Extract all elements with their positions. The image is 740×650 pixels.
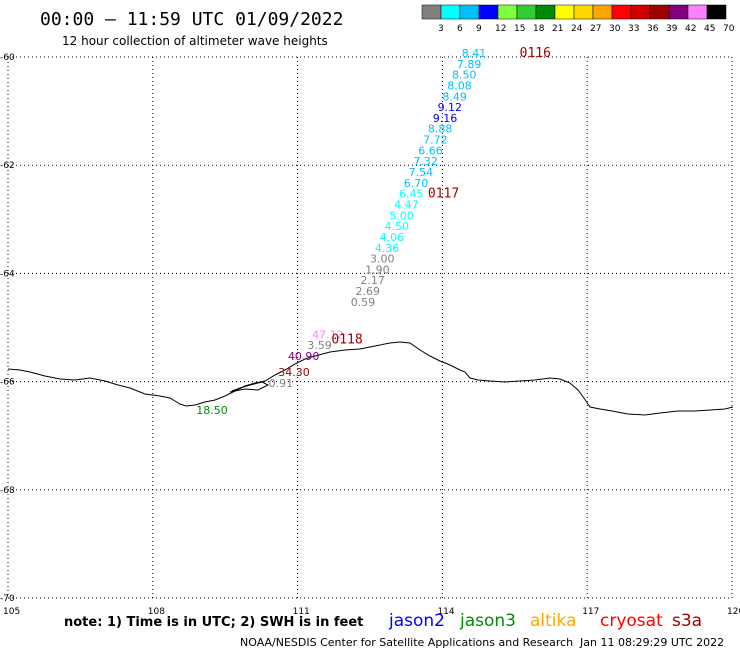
x-tick-label: 120 — [727, 607, 740, 617]
pass-time-labels: 0116 0117 0118 — [331, 46, 551, 348]
scale-label: 12 — [495, 24, 506, 34]
scale-swatch — [497, 4, 518, 20]
credit-left: NOAA/NESDIS Center for Satellite Applica… — [240, 636, 573, 649]
scale-swatch — [535, 4, 556, 20]
scale-swatch — [478, 4, 499, 20]
wave-height-label: 9.16 — [433, 112, 458, 125]
x-tick-label: 108 — [148, 607, 165, 617]
wave-height-label: 0.59 — [351, 296, 376, 309]
scale-swatch — [611, 4, 632, 20]
scale-label: 15 — [514, 24, 525, 34]
scale-swatch — [706, 4, 727, 20]
scale-label: 30 — [609, 24, 621, 34]
satellite-s3a: s3a — [672, 611, 702, 631]
wave-height-label: 18.50 — [196, 404, 228, 417]
scale-swatch — [554, 4, 575, 20]
scale-label: 33 — [628, 24, 639, 34]
wave-height-label: 40.90 — [288, 350, 320, 363]
wave-height-label: 3.59 — [307, 339, 332, 352]
wave-height-label: 2.17 — [360, 274, 385, 287]
wave-height-label: 7.89 — [457, 58, 482, 71]
scale-swatch — [516, 4, 537, 20]
wave-height-label: 34.30 — [278, 366, 310, 379]
scale-label: 70 — [723, 24, 735, 34]
scale-label: 18 — [533, 24, 545, 34]
chart-subtitle: 12 hour collection of altimeter wave hei… — [62, 34, 328, 48]
wave-height-label: 8.49 — [442, 90, 467, 103]
chart-title: 00:00 – 11:59 UTC 01/09/2022 — [40, 9, 343, 30]
scale-swatch — [592, 4, 613, 20]
satellite-jason3: jason3 — [459, 611, 516, 631]
scale-swatch — [630, 4, 651, 20]
wave-height-label: 6.66 — [418, 144, 443, 157]
wave-height-label: 7.72 — [423, 134, 448, 147]
scale-label: 24 — [571, 24, 583, 34]
scale-swatch — [459, 4, 480, 20]
satellite-jason2: jason2 — [388, 611, 445, 631]
wave-height-label: 8.50 — [452, 69, 477, 82]
y-tick-label: -60 — [0, 53, 15, 63]
map-grid: 105 108 111 114 117 120 -60 -62 -64 -66 -68 -70 — [0, 53, 740, 617]
scale-label: 39 — [666, 24, 678, 34]
wave-height-label: 47.12 — [312, 328, 344, 341]
scale-label: 9 — [476, 24, 482, 34]
footer-note: note: 1) Time is in UTC; 2) SWH is in fe… — [64, 615, 363, 630]
scale-label: 36 — [647, 24, 659, 34]
pass-time-label: 0118 — [331, 333, 362, 348]
coastline-inlet — [229, 381, 270, 393]
scale-label: 6 — [457, 24, 463, 34]
plot-frame — [7, 56, 733, 599]
wave-height-label: 9.12 — [438, 101, 463, 114]
wave-height-points: 8.417.898.508.088.499.129.168.887.726.66… — [196, 47, 486, 417]
scale-label: 3 — [438, 24, 444, 34]
satellite-cryosat: cryosat — [600, 611, 663, 631]
scale-swatch — [668, 4, 689, 20]
wave-height-label: 8.41 — [462, 47, 487, 60]
x-tick-label: 111 — [293, 607, 310, 617]
credit-right: Jan 11 08:29:29 UTC 2022 — [579, 636, 724, 649]
x-tick-label: 114 — [437, 607, 454, 617]
scale-swatch — [573, 4, 594, 20]
wave-height-label: 0.91 — [269, 377, 294, 390]
scale-label: 42 — [685, 24, 696, 34]
scale-label: 21 — [552, 24, 563, 34]
wave-height-label: 4.36 — [375, 242, 400, 255]
scale-label: 27 — [590, 24, 601, 34]
x-tick-label: 117 — [582, 607, 599, 617]
pass-time-label: 0116 — [520, 46, 551, 61]
scale-label: 45 — [704, 24, 715, 34]
y-tick-label: -70 — [0, 594, 15, 604]
satellite-altika: altika — [530, 611, 577, 631]
x-tick-label: 105 — [3, 607, 20, 617]
y-tick-label: -64 — [0, 269, 15, 279]
wave-height-label: 4.06 — [380, 231, 405, 244]
wave-height-label: 2.69 — [356, 285, 381, 298]
wave-height-label: 8.08 — [447, 79, 472, 92]
wave-height-label: 6.70 — [404, 177, 429, 190]
pass-time-label: 0117 — [428, 187, 459, 202]
wave-height-label: 1.90 — [365, 263, 390, 276]
y-tick-label: -66 — [0, 378, 15, 388]
y-tick-label: -62 — [0, 161, 15, 171]
scale-swatch — [687, 4, 708, 20]
wave-height-label: 7.32 — [413, 155, 438, 168]
wave-height-label: 4.50 — [384, 220, 409, 233]
wave-height-label: 4.47 — [394, 198, 419, 211]
antarctic-coastline — [7, 341, 734, 416]
scale-swatch — [649, 4, 670, 20]
y-tick-label: -68 — [0, 486, 15, 496]
wave-height-label: 3.00 — [370, 253, 395, 266]
wave-height-label: 8.88 — [428, 123, 453, 136]
wave-height-label: 6.45 — [399, 188, 424, 201]
scale-swatch — [421, 4, 442, 20]
wave-height-label: 7.54 — [409, 166, 434, 179]
satellite-legend: jason2 jason3 altika cryosat s3a — [388, 611, 702, 631]
wave-height-label: 5.00 — [389, 209, 414, 222]
scale-swatch — [440, 4, 461, 20]
